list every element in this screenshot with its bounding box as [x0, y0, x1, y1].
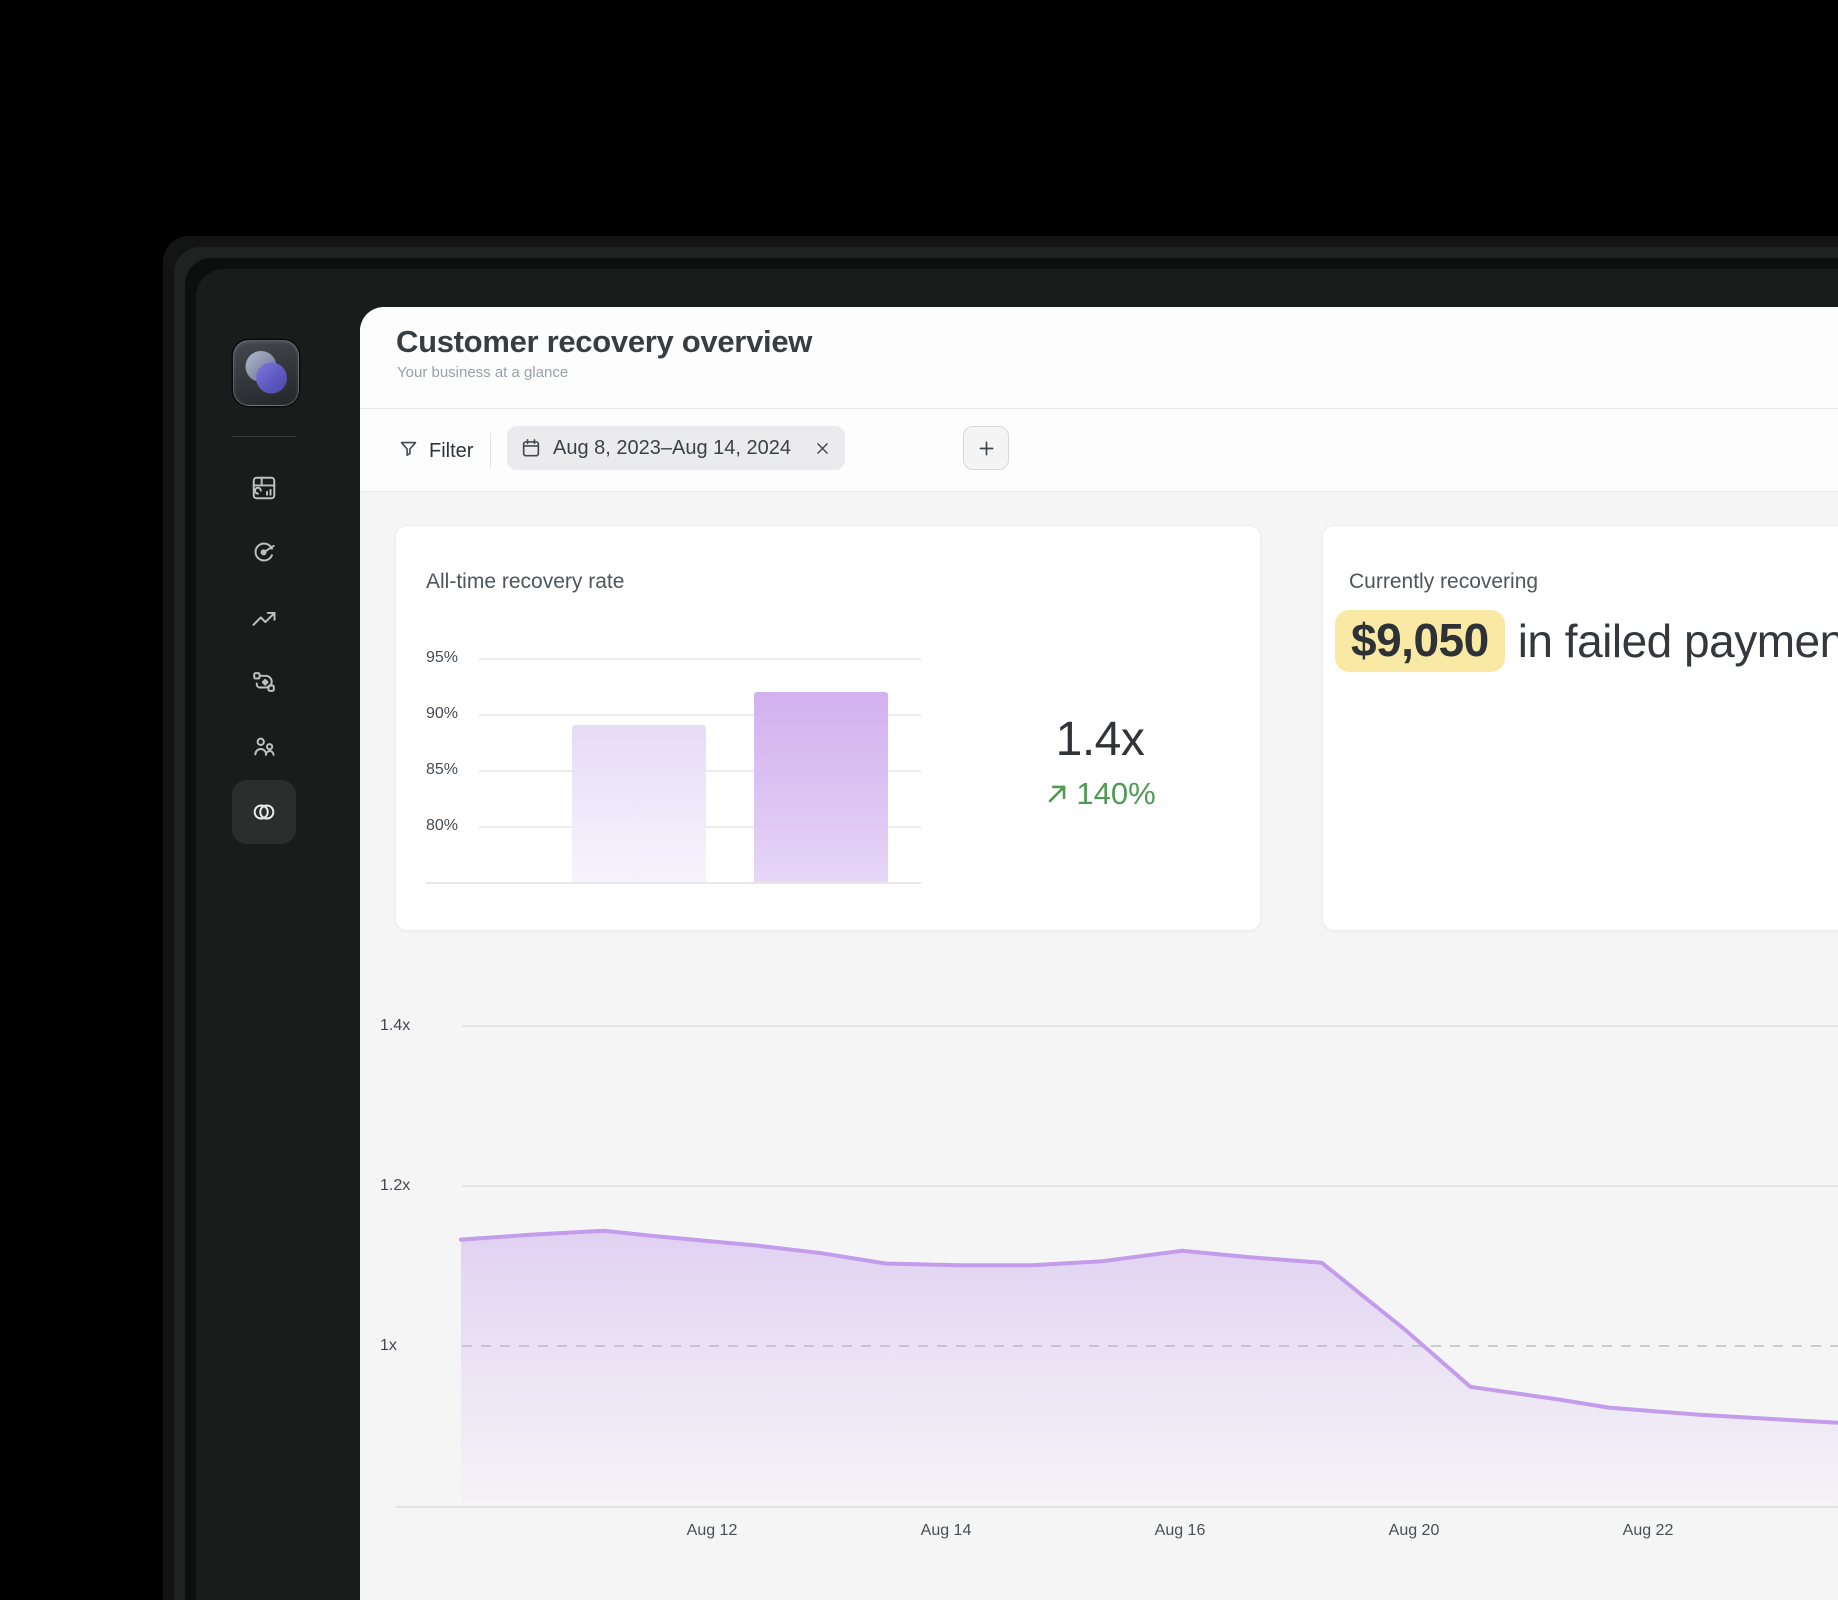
recovery-delta: 140%	[1044, 776, 1156, 812]
page-header: Customer recovery overview Your business…	[360, 307, 1838, 492]
mini-chart-ytick: 80%	[426, 817, 459, 834]
app-logo[interactable]	[233, 340, 299, 406]
sidebar-item-automations[interactable]	[250, 668, 278, 696]
mini-chart-ytick: 90%	[426, 705, 459, 722]
currently-recovering-title: Currently recovering	[1349, 570, 1539, 593]
area-chart-ytick: 1.2x	[380, 1177, 411, 1194]
filter-separator	[490, 433, 491, 469]
mini-chart-ytick: 85%	[426, 761, 459, 778]
area-fill	[460, 1230, 1838, 1507]
page-subtitle: Your business at a glance	[397, 364, 569, 381]
page-title: Customer recovery overview	[396, 324, 813, 359]
gauge-icon	[250, 538, 278, 566]
close-icon	[816, 442, 828, 454]
filter-button[interactable]: Filter	[390, 431, 481, 471]
header-divider	[360, 408, 1838, 409]
trending-up-icon	[250, 605, 278, 633]
currently-recovering-card: Currently recovering $9,050 in failed pa…	[1322, 525, 1838, 931]
add-filter-button[interactable]	[963, 426, 1009, 470]
dashboard-icon	[250, 474, 278, 502]
users-icon	[250, 732, 278, 760]
calendar-icon	[522, 439, 540, 457]
filter-funnel-icon	[398, 438, 419, 464]
mini-chart-gridline	[479, 658, 921, 660]
date-range-value: Aug 8, 2023–Aug 14, 2024	[553, 436, 791, 459]
amount-highlight: $9,050	[1335, 610, 1505, 672]
arrow-up-right-icon	[1049, 785, 1066, 803]
mini-bar-chart	[479, 658, 921, 882]
recovery-delta-value: 140%	[1076, 776, 1156, 811]
bar-previous-period	[572, 725, 706, 882]
recovery-multiplier-stat: 1.4x 140%	[975, 712, 1225, 812]
area-chart-xtick: Aug 12	[686, 1522, 738, 1539]
area-chart-xtick: Aug 16	[1154, 1522, 1206, 1539]
recovery-rate-card-title: All-time recovery rate	[426, 570, 625, 593]
recovery-rate-card: All-time recovery rate 95% 90% 85% 80% 1…	[395, 525, 1261, 931]
circles-overlap-icon	[250, 798, 278, 826]
sidebar-item-recovery[interactable]	[250, 798, 278, 826]
amount-suffix: in failed payments	[1517, 615, 1838, 667]
recovery-multiplier-value: 1.4x	[1055, 713, 1145, 766]
plus-icon	[979, 441, 993, 455]
sidebar-item-customers[interactable]	[250, 732, 278, 760]
area-chart-xtick: Aug 22	[1622, 1522, 1674, 1539]
mini-chart-axis	[426, 882, 921, 884]
area-chart-ytick: 1.4x	[380, 1017, 411, 1034]
filter-row-divider	[360, 491, 1838, 492]
sidebar-item-dashboard[interactable]	[250, 474, 278, 502]
area-chart-xtick: Aug 14	[920, 1522, 972, 1539]
area-line	[458, 1228, 1838, 1425]
logo-mark-icon	[245, 351, 287, 394]
area-chart-xtick: Aug 20	[1388, 1522, 1440, 1539]
sidebar-item-performance[interactable]	[250, 538, 278, 566]
area-chart-ytick: 1x	[380, 1337, 397, 1354]
mini-chart-gridline	[479, 714, 921, 716]
filter-label: Filter	[429, 439, 474, 462]
bar-current-period	[754, 691, 888, 882]
currently-recovering-amount-row: $9,050 in failed payments	[1335, 610, 1838, 672]
area-chart	[396, 1025, 1838, 1508]
sidebar-divider	[232, 436, 296, 437]
workflow-icon	[250, 668, 278, 696]
clear-date-filter-button[interactable]	[805, 431, 839, 465]
sidebar-active-indicator	[232, 780, 296, 844]
main-panel: Customer recovery overview Your business…	[360, 307, 1838, 1600]
date-range-filter-chip[interactable]: Aug 8, 2023–Aug 14, 2024	[507, 426, 845, 470]
mini-chart-ytick: 95%	[426, 649, 459, 666]
sidebar-item-trends[interactable]	[250, 605, 278, 633]
